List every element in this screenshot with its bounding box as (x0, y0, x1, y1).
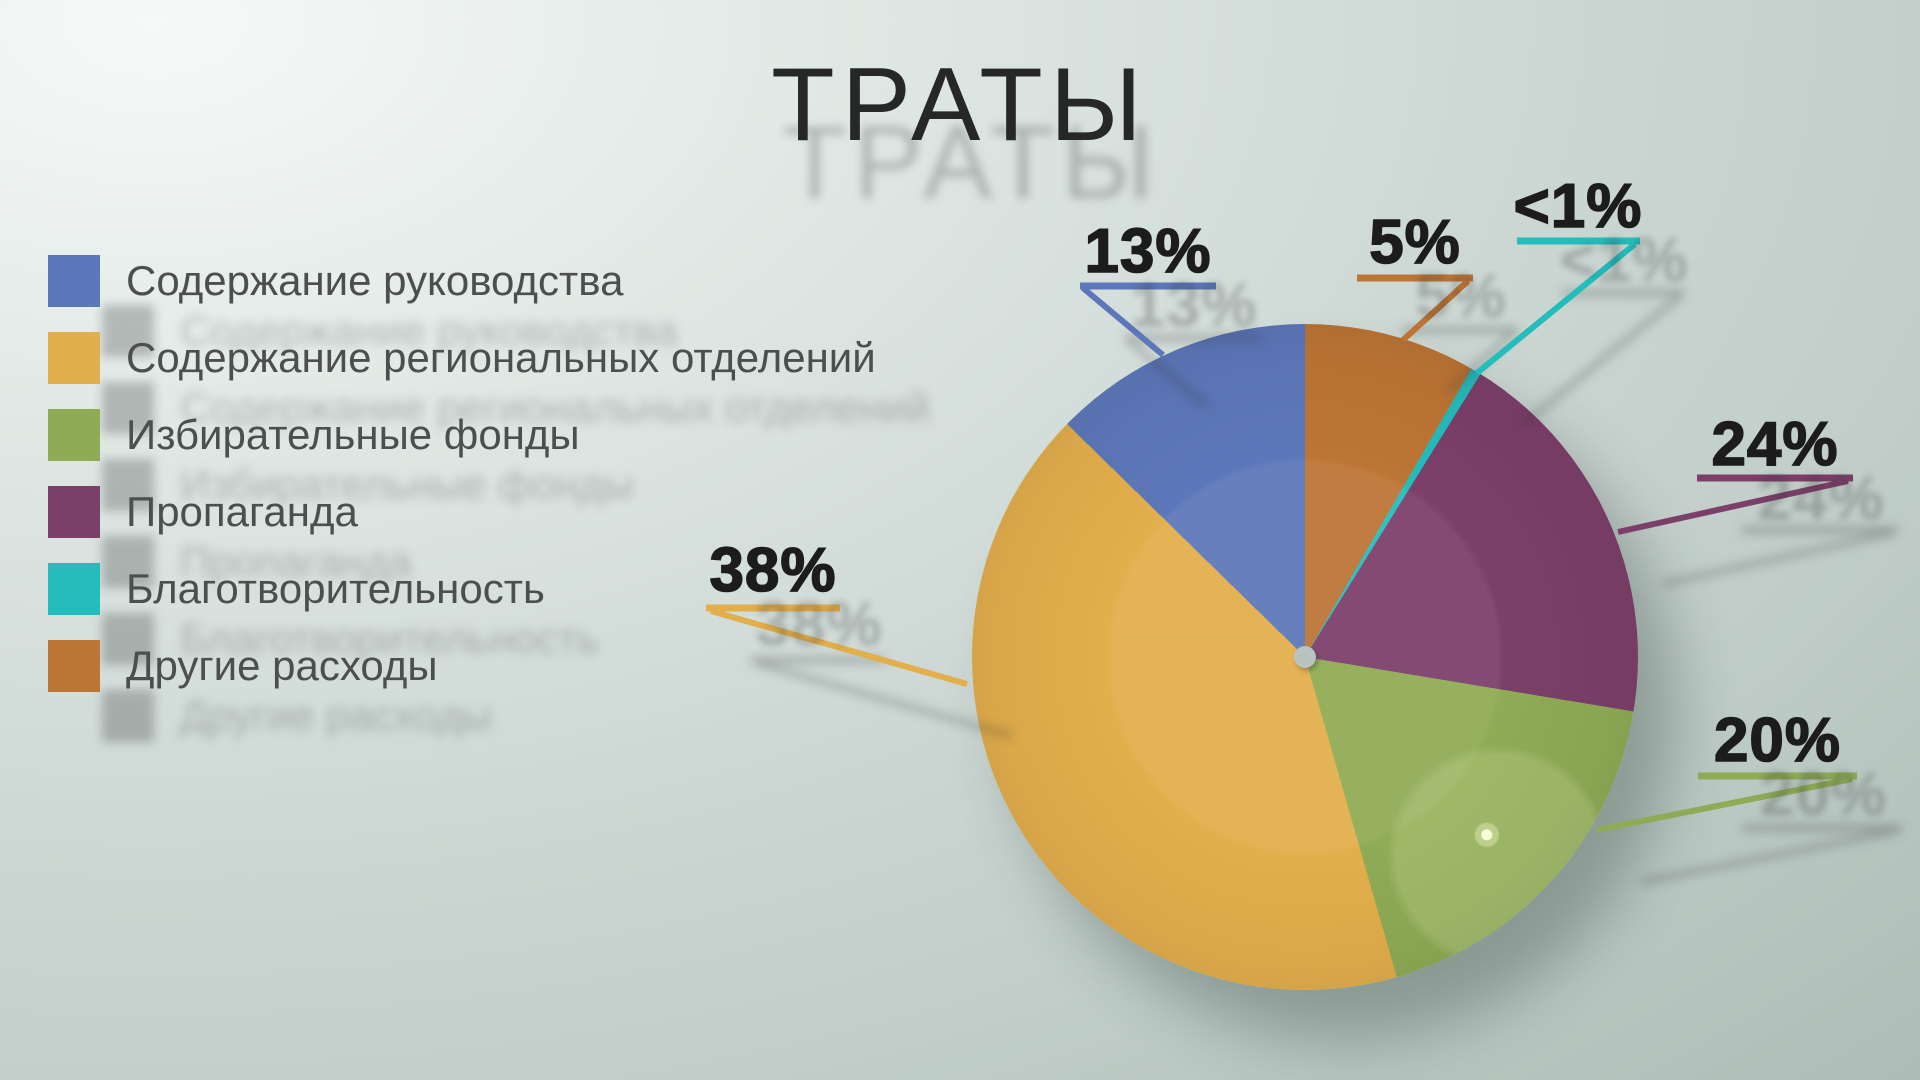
leader-diagonal-13 (1081, 285, 1165, 358)
legend-row-other: Другие расходы (48, 640, 876, 692)
pct-label-regional: 38% (709, 536, 837, 605)
legend-row-charity: Благотворительность (48, 563, 876, 615)
legend-label-electoral: Избирательные фонды (126, 411, 580, 458)
leader-diagonal-5 (1400, 278, 1471, 343)
legend-swatch-electoral (48, 409, 100, 461)
pct-label-other: 5% (1368, 208, 1461, 277)
legend-label-charity: Благотворительность (126, 565, 545, 612)
legend-label-leadership: Содержание руководства (126, 257, 624, 304)
legend-swatch-other (48, 640, 100, 692)
legend-swatch-charity (48, 563, 100, 615)
legend-label-propaganda: Пропаганда (126, 488, 358, 535)
legend-label-regional: Содержание региональных отделений (126, 334, 876, 381)
leader-diagonal-lt1 (1475, 241, 1637, 376)
legend-row-regional: Содержание региональных отделений (48, 332, 876, 384)
pie-center-dot (1294, 646, 1316, 668)
legend-row-leadership: Содержание руководства (48, 255, 876, 307)
page-title: ТРАТЫ (771, 47, 1149, 163)
pct-label-propaganda: 24% (1711, 410, 1839, 479)
legend-swatch-regional (48, 332, 100, 384)
legend-row-propaganda: Пропаганда (48, 486, 876, 538)
legend-swatch-leadership (48, 255, 100, 307)
pct-label-leadership: 13% (1084, 217, 1212, 286)
legend-swatch-propaganda (48, 486, 100, 538)
leader-diagonal-20 (1596, 776, 1853, 833)
legend-row-electoral: Избирательные фонды (48, 409, 876, 461)
legend-label-other: Другие расходы (126, 642, 438, 689)
pct-label-electoral: 20% (1713, 706, 1842, 775)
leader-diagonal-24 (1617, 478, 1849, 535)
pct-label-charity: <1% (1513, 172, 1643, 241)
legend: Содержание руководства Содержание регион… (48, 255, 876, 717)
